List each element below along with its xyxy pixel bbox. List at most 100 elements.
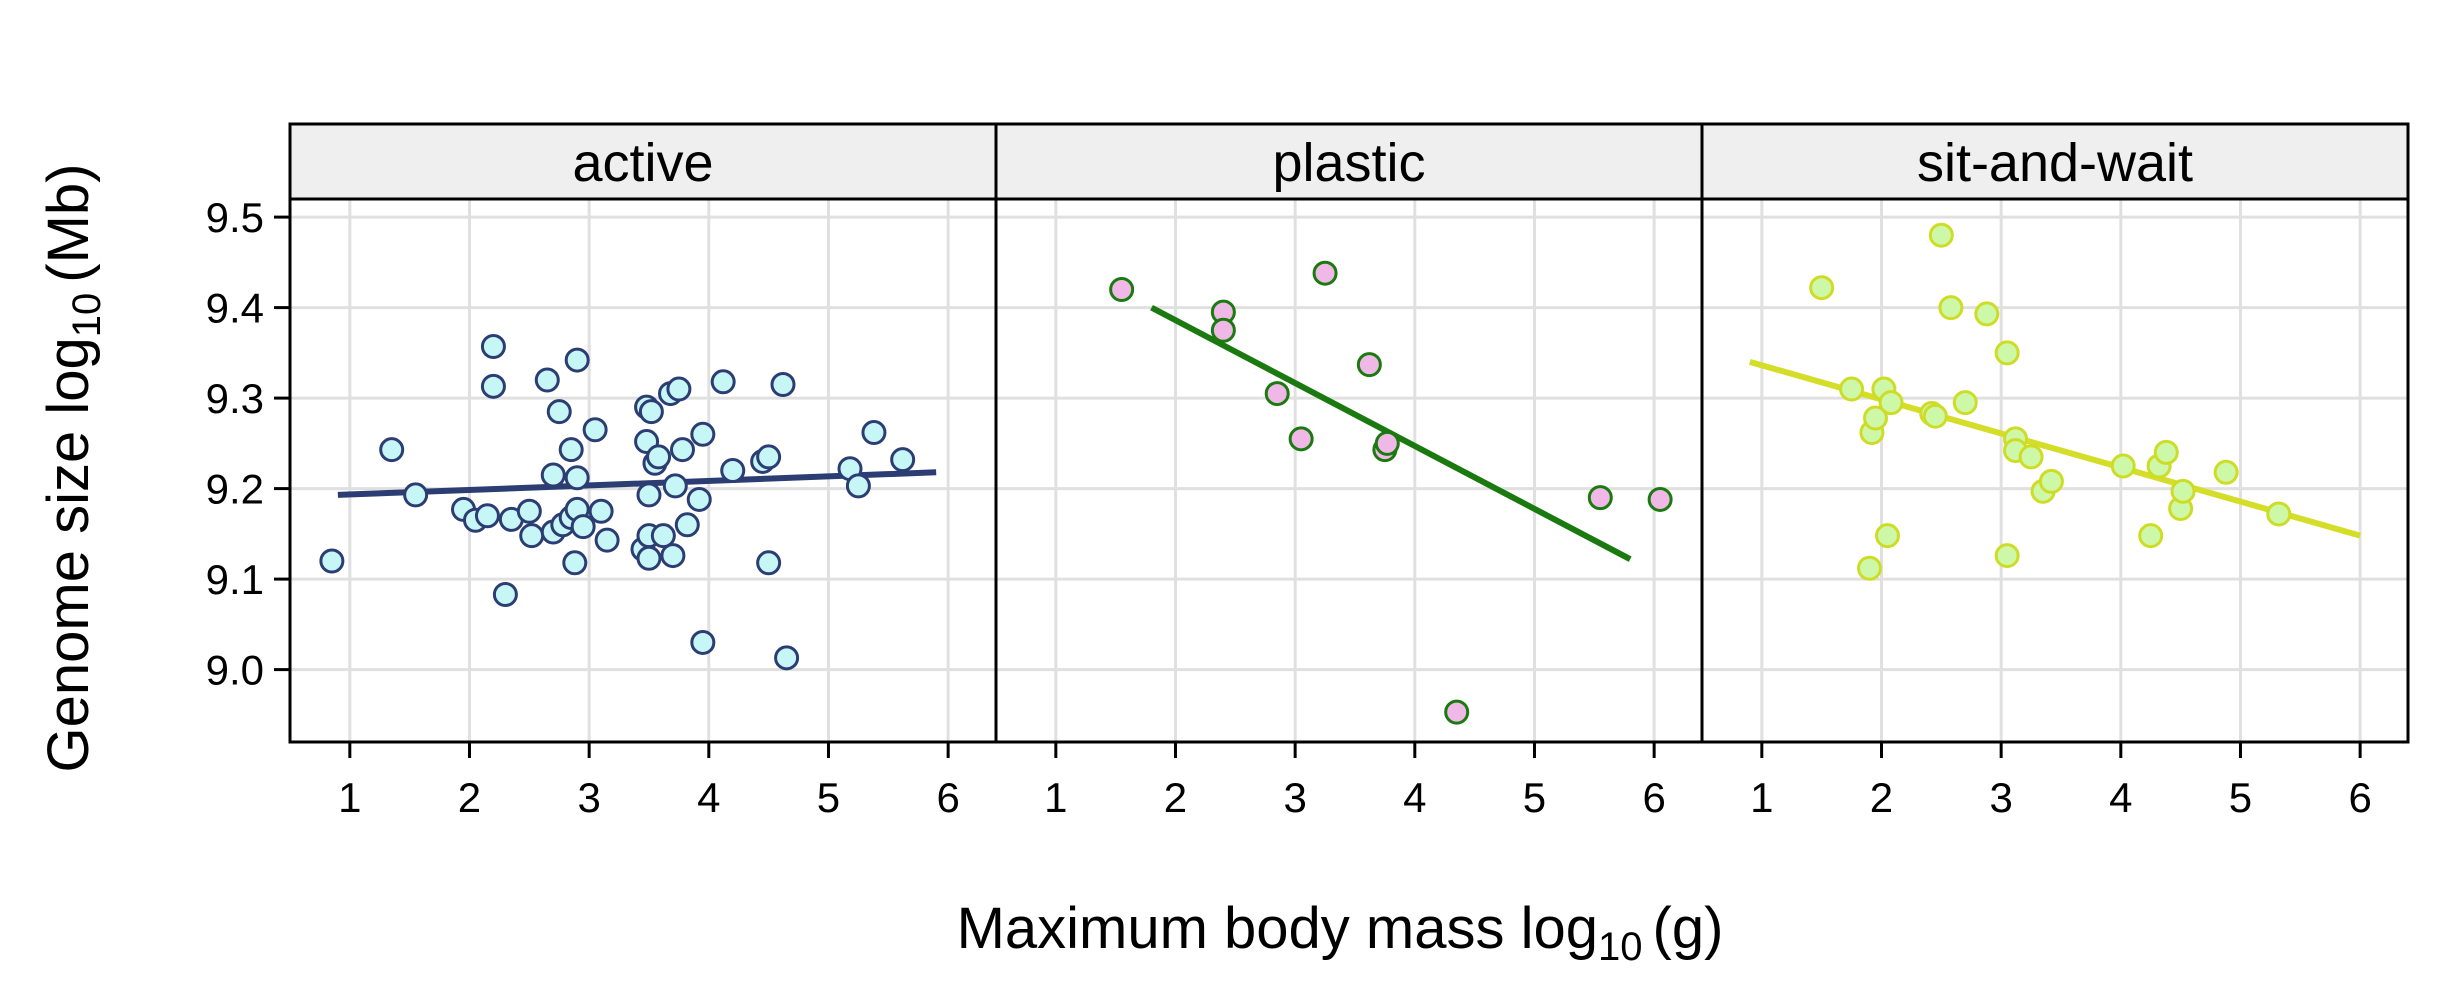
x-tick-label: 2 — [458, 774, 481, 821]
data-point — [588, 498, 614, 524]
data-point — [690, 421, 716, 447]
data-point — [474, 503, 500, 529]
data-point — [1938, 295, 1964, 321]
x-tick-label: 5 — [817, 774, 840, 821]
y-axis-title-prefix: Genome size log — [36, 337, 101, 772]
data-point — [2138, 523, 2164, 549]
strip-background — [1700, 122, 2410, 201]
data-point — [582, 417, 608, 443]
data-point — [1974, 301, 2000, 327]
panels-layer: active 1 2 3 4 5 6 plastic 1 2 3 4 5 6 sit-and-wait 1 2 3… — [206, 122, 2410, 821]
data-point — [638, 399, 664, 425]
x-tick-label: 4 — [697, 774, 720, 821]
data-point — [1994, 340, 2020, 366]
y-axis-title-unit: (Mb) — [36, 164, 101, 283]
data-point — [1878, 390, 1904, 416]
data-point — [492, 581, 518, 607]
x-tick-label: 6 — [936, 774, 959, 821]
strip-label: sit-and-wait — [1917, 133, 2193, 193]
data-point — [710, 369, 736, 395]
data-point — [1863, 405, 1889, 431]
x-tick-label: 6 — [2348, 774, 2371, 821]
x-axis-title-subscript: 10 — [1598, 925, 1643, 969]
x-tick-label: 1 — [338, 774, 361, 821]
x-tick-label: 5 — [2229, 774, 2252, 821]
x-tick-label: 3 — [1989, 774, 2012, 821]
data-point — [540, 462, 566, 488]
panel-border — [288, 197, 998, 744]
data-point — [2038, 468, 2064, 494]
panel-sit-and-wait: sit-and-wait 1 2 3 4 5 6 — [1700, 122, 2410, 821]
y-tick-label: 9.0 — [206, 647, 264, 694]
data-point — [480, 334, 506, 360]
x-tick-label: 4 — [1403, 774, 1426, 821]
x-tick-label: 5 — [1523, 774, 1546, 821]
strip-background — [994, 122, 1704, 201]
data-point — [690, 629, 716, 655]
data-point — [660, 543, 686, 569]
data-point — [516, 498, 542, 524]
data-point — [1444, 699, 1470, 725]
data-point — [2213, 459, 2239, 485]
data-point — [1288, 426, 1314, 452]
data-point — [534, 367, 560, 393]
data-point — [480, 373, 506, 399]
data-point — [564, 465, 590, 491]
svg-text:Genome size log10(Mb): Genome size log10 (Mb) — [36, 164, 109, 773]
x-axis-title-prefix: Maximum body mass log — [957, 896, 1598, 961]
panel-active: active 1 2 3 4 5 6 — [288, 122, 998, 821]
panel-border — [994, 197, 1704, 744]
data-point — [686, 486, 712, 512]
data-point — [1264, 381, 1290, 407]
data-point — [546, 399, 572, 425]
data-point — [1109, 277, 1135, 302]
data-point — [636, 545, 662, 571]
data-point — [562, 550, 588, 576]
data-point — [756, 550, 782, 576]
x-tick-label: 2 — [1870, 774, 1893, 821]
data-point — [403, 482, 429, 508]
x-axis-title-unit: (g) — [1653, 896, 1724, 961]
panel-plastic: plastic 1 2 3 4 5 6 — [994, 122, 1704, 821]
x-tick-label: 3 — [1283, 774, 1306, 821]
x-tick-label: 6 — [1642, 774, 1665, 821]
data-point — [636, 482, 662, 508]
x-tick-label: 2 — [1164, 774, 1187, 821]
data-point — [558, 437, 584, 463]
data-point — [1952, 390, 1978, 416]
y-axis-title-subscript: 10 — [65, 293, 109, 338]
y-tick-label: 9.1 — [206, 556, 264, 603]
data-point — [1647, 486, 1673, 512]
y-tick-label: 9.2 — [206, 466, 264, 513]
x-tick-label: 1 — [1044, 774, 1067, 821]
data-point — [666, 376, 692, 402]
data-point — [1587, 485, 1613, 511]
y-axis-title: Genome size log10 (Mb) — [36, 164, 109, 773]
data-point — [890, 447, 916, 473]
data-point — [1928, 222, 1954, 248]
y-tick-label: 9.3 — [206, 375, 264, 422]
data-point — [1312, 260, 1338, 286]
data-point — [2110, 453, 2136, 479]
data-point — [2170, 478, 2196, 504]
x-axis-title: Maximum body mass log10 (g) — [957, 896, 1724, 969]
data-point — [2266, 501, 2292, 527]
y-tick-label: 9.5 — [206, 194, 264, 241]
data-point — [1210, 317, 1236, 343]
strip-background — [288, 122, 998, 201]
data-point — [2018, 444, 2044, 470]
data-point — [646, 444, 672, 470]
data-point — [1374, 430, 1400, 456]
data-point — [1356, 352, 1382, 378]
data-point — [1994, 543, 2020, 569]
data-point — [519, 523, 545, 549]
data-point — [674, 512, 700, 538]
data-point — [662, 473, 688, 499]
panel-border — [1700, 197, 2410, 744]
data-point — [1922, 403, 1948, 429]
data-point — [1809, 275, 1835, 301]
x-tick-label: 1 — [1750, 774, 1773, 821]
data-point — [1839, 376, 1865, 402]
data-point — [774, 645, 800, 671]
